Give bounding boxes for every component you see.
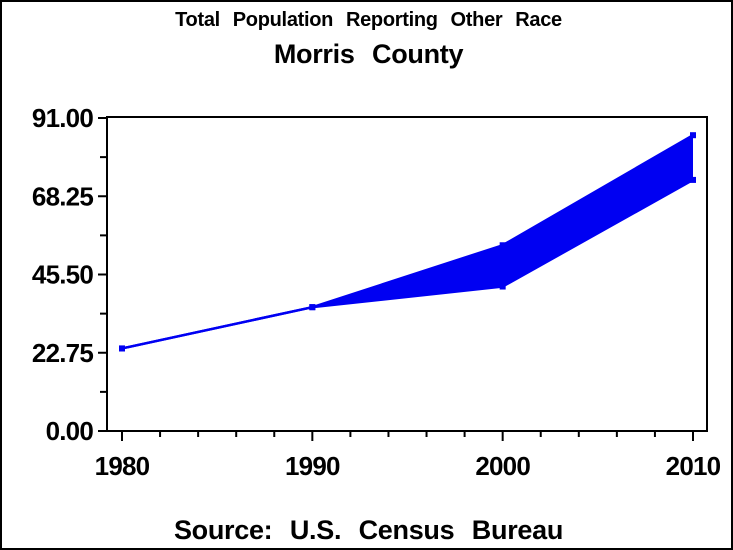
y-tick-label: 22.75 <box>32 338 93 368</box>
lower-series-line <box>121 178 694 350</box>
data-point-marker <box>690 132 696 139</box>
y-tick-label: 68.25 <box>32 181 93 211</box>
band-area <box>122 135 693 349</box>
data-point-marker <box>119 345 125 352</box>
source-caption: Source: U.S. Census Bureau <box>173 515 564 545</box>
x-tick-label: 1990 <box>285 451 340 481</box>
y-tick-label: 0.00 <box>46 416 94 446</box>
chart-title: Total Population Reporting Other Race <box>175 9 562 31</box>
upper-series-line <box>121 134 694 350</box>
x-tick-label: 1980 <box>95 451 150 481</box>
data-point-marker <box>499 283 506 290</box>
x-tick-label: 2000 <box>475 451 530 481</box>
data-point-marker <box>309 304 316 311</box>
chart-subtitle: Morris County <box>273 39 464 69</box>
data-point-marker <box>690 176 696 183</box>
data-point-marker <box>499 242 506 249</box>
x-tick-label: 2010 <box>666 451 721 481</box>
plot-frame <box>106 116 708 432</box>
y-tick-label: 45.50 <box>32 260 93 290</box>
y-tick-label: 91.00 <box>32 103 93 133</box>
